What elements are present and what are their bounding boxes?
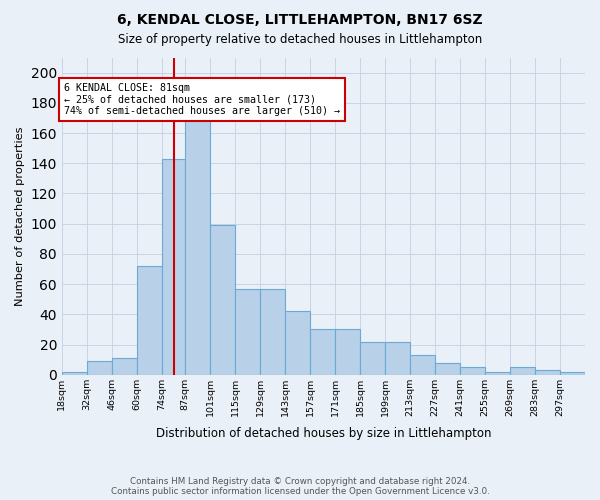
Bar: [460, 367, 485, 374]
Bar: [535, 370, 560, 374]
Text: Size of property relative to detached houses in Littlehampton: Size of property relative to detached ho…: [118, 34, 482, 46]
Bar: [235, 288, 260, 374]
Bar: [162, 158, 185, 374]
Bar: [310, 330, 335, 374]
Text: 6, KENDAL CLOSE, LITTLEHAMPTON, BN17 6SZ: 6, KENDAL CLOSE, LITTLEHAMPTON, BN17 6SZ: [117, 12, 483, 26]
Bar: [385, 342, 410, 374]
Bar: [87, 361, 112, 374]
Bar: [137, 266, 162, 374]
Bar: [62, 372, 87, 374]
Bar: [410, 355, 435, 374]
Text: 6 KENDAL CLOSE: 81sqm
← 25% of detached houses are smaller (173)
74% of semi-det: 6 KENDAL CLOSE: 81sqm ← 25% of detached …: [64, 83, 340, 116]
Bar: [335, 330, 360, 374]
Text: Contains public sector information licensed under the Open Government Licence v3: Contains public sector information licen…: [110, 487, 490, 496]
Y-axis label: Number of detached properties: Number of detached properties: [15, 126, 25, 306]
Bar: [260, 288, 285, 374]
Bar: [435, 362, 460, 374]
Bar: [185, 120, 210, 374]
Bar: [485, 372, 510, 374]
Bar: [360, 342, 385, 374]
Bar: [285, 312, 310, 374]
Bar: [510, 367, 535, 374]
Text: Contains HM Land Registry data © Crown copyright and database right 2024.: Contains HM Land Registry data © Crown c…: [130, 477, 470, 486]
Bar: [560, 372, 585, 374]
Bar: [112, 358, 137, 374]
Bar: [210, 225, 235, 374]
X-axis label: Distribution of detached houses by size in Littlehampton: Distribution of detached houses by size …: [156, 427, 491, 440]
